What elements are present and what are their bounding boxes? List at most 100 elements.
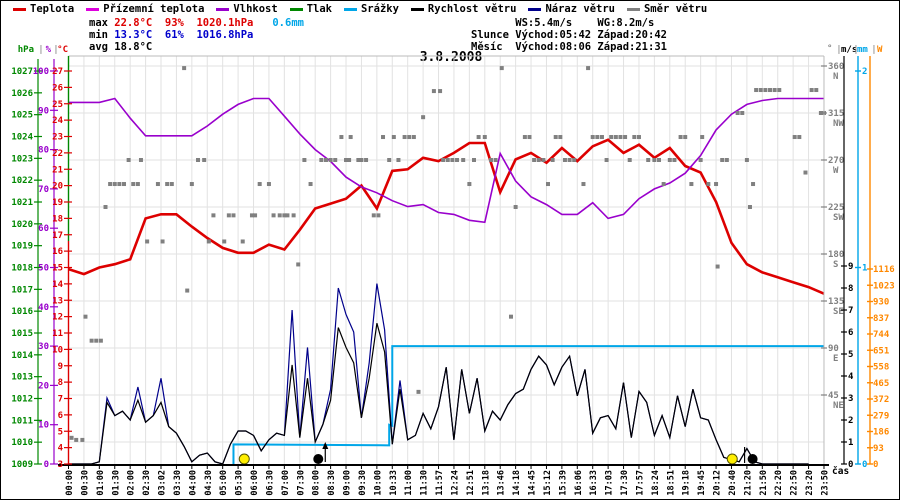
axis-label: 0 bbox=[862, 460, 867, 470]
wind-direction-point bbox=[706, 182, 711, 187]
axis-label: 1014 bbox=[11, 351, 33, 361]
x-tick-label: 08:00 bbox=[312, 470, 322, 496]
axis-label: mm bbox=[857, 45, 868, 55]
wind-direction-point bbox=[296, 262, 301, 267]
wind-direction-point bbox=[581, 182, 586, 187]
axis-label: 558 bbox=[873, 363, 889, 373]
wind-direction-point bbox=[249, 213, 254, 218]
x-tick-label: 21:20 bbox=[743, 470, 753, 496]
wind-direction-point bbox=[586, 66, 591, 71]
x-tick-label: 13:18 bbox=[481, 470, 491, 496]
axis-label: 1021 bbox=[11, 198, 33, 208]
wind-direction-point bbox=[291, 213, 296, 218]
x-tick-label: 19:45 bbox=[697, 470, 707, 496]
wind-direction-point bbox=[532, 158, 537, 163]
axis-label: 90 bbox=[828, 344, 839, 354]
wind-direction-point bbox=[94, 338, 99, 343]
wind-direction-point bbox=[364, 158, 369, 163]
legend-label: Rychlost větru bbox=[427, 3, 517, 15]
wind-direction-point bbox=[83, 314, 88, 319]
axis-label: S bbox=[833, 260, 838, 270]
wind-direction-point bbox=[222, 239, 227, 244]
wind-direction-point bbox=[476, 135, 481, 140]
x-tick-label: 13:46 bbox=[497, 470, 507, 496]
axis-label: 13 bbox=[52, 296, 63, 306]
legend-swatch bbox=[13, 7, 26, 11]
wind-direction-point bbox=[513, 205, 518, 210]
wind-direction-point bbox=[391, 135, 396, 140]
axis-label: 27 bbox=[52, 67, 63, 77]
wind-direction-point bbox=[735, 111, 740, 116]
series-percent-9900cc bbox=[68, 97, 824, 224]
axis-label: 4 bbox=[848, 372, 854, 382]
axis-label: 50 bbox=[38, 264, 49, 274]
wind-direction-point bbox=[98, 338, 103, 343]
axis-label: 1 bbox=[862, 264, 867, 274]
wind-direction-point bbox=[108, 182, 113, 187]
axis-label: 1017 bbox=[11, 285, 33, 295]
wind-direction-point bbox=[763, 88, 768, 93]
x-axis-line bbox=[58, 464, 829, 466]
legend-item-8: Směr větru bbox=[626, 3, 707, 15]
wind-direction-point bbox=[700, 135, 705, 140]
wind-direction-point bbox=[407, 135, 412, 140]
axis-label: 1 bbox=[848, 438, 853, 448]
axis-label: 837 bbox=[873, 314, 889, 324]
x-tick-label: 14:45 bbox=[528, 470, 538, 496]
wind-direction-point bbox=[604, 158, 609, 163]
wind-direction-point bbox=[333, 158, 338, 163]
axis-label: 14 bbox=[52, 280, 63, 290]
wind-direction-point bbox=[488, 158, 493, 163]
legend-swatch bbox=[289, 7, 303, 11]
wind-direction-point bbox=[751, 182, 756, 187]
wind-direction-point bbox=[590, 135, 595, 140]
axis-label: 135 bbox=[828, 297, 844, 307]
axis-label: 0 bbox=[848, 460, 853, 470]
axis-label: 18 bbox=[52, 214, 63, 224]
wind-direction-point bbox=[411, 135, 416, 140]
x-tick-label: 11:57 bbox=[435, 470, 445, 496]
wind-direction-point bbox=[339, 135, 344, 140]
legend-label: Srážky bbox=[360, 3, 399, 15]
wind-direction-point bbox=[155, 182, 160, 187]
axis-label: 17 bbox=[52, 231, 63, 241]
wind-direction-point bbox=[169, 182, 174, 187]
wind-direction-point bbox=[652, 158, 657, 163]
axis-label: W bbox=[877, 45, 883, 55]
axis-label: 11 bbox=[52, 329, 63, 339]
wind-direction-point bbox=[661, 182, 666, 187]
axis-label: 1015 bbox=[11, 329, 33, 339]
legend-label: Náraz větru bbox=[545, 3, 615, 15]
wind-direction-point bbox=[135, 182, 140, 187]
axis-label: 930 bbox=[873, 298, 889, 308]
wind-direction-point bbox=[160, 239, 165, 244]
x-tick-label: 09:00 bbox=[343, 470, 353, 496]
axis-label: 372 bbox=[873, 395, 889, 405]
wind-direction-point bbox=[347, 158, 352, 163]
x-tick-label: 16:33 bbox=[589, 470, 599, 496]
axis-label: % bbox=[46, 45, 52, 55]
axis-label: 26 bbox=[52, 83, 63, 93]
axis-label: 279 bbox=[873, 411, 889, 421]
wind-direction-point bbox=[131, 182, 136, 187]
wind-direction-point bbox=[714, 182, 719, 187]
wind-direction-point bbox=[285, 213, 290, 218]
axis-label: 6 bbox=[848, 328, 853, 338]
axis-label: 465 bbox=[873, 379, 889, 389]
axis-label: 270 bbox=[828, 156, 844, 166]
axis-label: 1116 bbox=[873, 265, 895, 275]
x-tick-label: 18:24 bbox=[651, 470, 661, 496]
axis-label: 1023 bbox=[11, 154, 33, 164]
sunset-marker bbox=[726, 453, 738, 465]
stats-row: avg 18.8°C bbox=[89, 41, 153, 53]
x-tick-label: 12:24 bbox=[450, 470, 460, 496]
axis-label: 15 bbox=[52, 264, 63, 274]
axis-label: 9 bbox=[848, 262, 853, 272]
wind-direction-point bbox=[74, 437, 79, 442]
wind-direction-point bbox=[672, 158, 677, 163]
x-tick-label: 19:18 bbox=[682, 470, 692, 496]
wind-direction-point bbox=[814, 88, 819, 93]
moonrise-marker bbox=[313, 454, 324, 464]
axis-label: 90 bbox=[38, 106, 49, 116]
